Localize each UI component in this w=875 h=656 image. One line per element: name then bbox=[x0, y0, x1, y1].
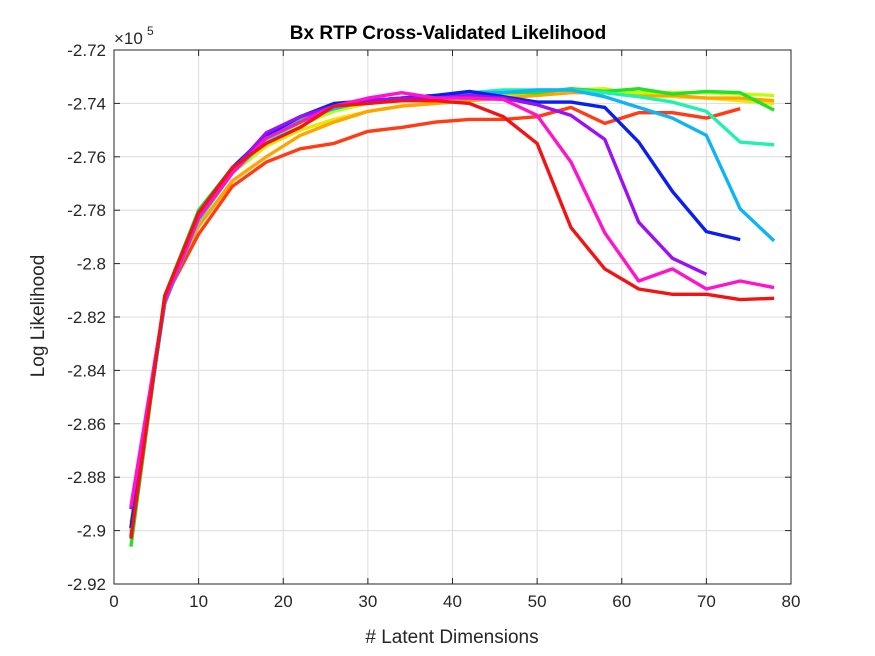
y-tick-label: -2.78 bbox=[67, 201, 106, 220]
x-tick-label: 50 bbox=[528, 592, 547, 611]
y-axis-exponent: ×10 5 bbox=[114, 24, 154, 48]
series-line-11 bbox=[129, 98, 775, 539]
series-line-10 bbox=[129, 90, 775, 507]
y-tick-label: -2.92 bbox=[67, 575, 106, 594]
series-group bbox=[129, 86, 776, 547]
y-tick-label: -2.8 bbox=[77, 255, 106, 274]
y-tick-label: -2.76 bbox=[67, 148, 106, 167]
x-tick-label: 70 bbox=[697, 592, 716, 611]
chart-title: Bx RTP Cross-Validated Likelihood bbox=[290, 23, 606, 44]
series-line-9 bbox=[129, 93, 708, 510]
y-axis-label: Log Likelihood bbox=[28, 255, 49, 378]
x-tick-label: 40 bbox=[443, 592, 462, 611]
y-exponent-power: 5 bbox=[147, 24, 154, 38]
y-tick-label: -2.82 bbox=[67, 308, 106, 327]
x-axis-label: # Latent Dimensions bbox=[365, 627, 538, 648]
y-tick-label: -2.72 bbox=[67, 41, 106, 60]
axis-ticks: 0 10 20 30 40 50 60 70 80 -2.92 -2.9 -2.88 -2.86 -2.8… bbox=[67, 41, 800, 611]
y-tick-label: -2.74 bbox=[67, 94, 106, 113]
y-tick-label: -2.9 bbox=[77, 522, 106, 541]
y-tick-label: -2.84 bbox=[67, 361, 106, 380]
y-tick-label: -2.88 bbox=[67, 468, 106, 487]
x-tick-label: 60 bbox=[612, 592, 631, 611]
y-tick-label: -2.86 bbox=[67, 415, 106, 434]
series-line-5 bbox=[129, 105, 741, 537]
x-tick-label: 0 bbox=[109, 592, 118, 611]
y-exponent-base: ×10 bbox=[114, 29, 143, 48]
x-tick-label: 80 bbox=[782, 592, 801, 611]
x-tick-label: 30 bbox=[358, 592, 377, 611]
x-tick-label: 10 bbox=[189, 592, 208, 611]
grid bbox=[113, 49, 792, 585]
x-tick-label: 20 bbox=[274, 592, 293, 611]
